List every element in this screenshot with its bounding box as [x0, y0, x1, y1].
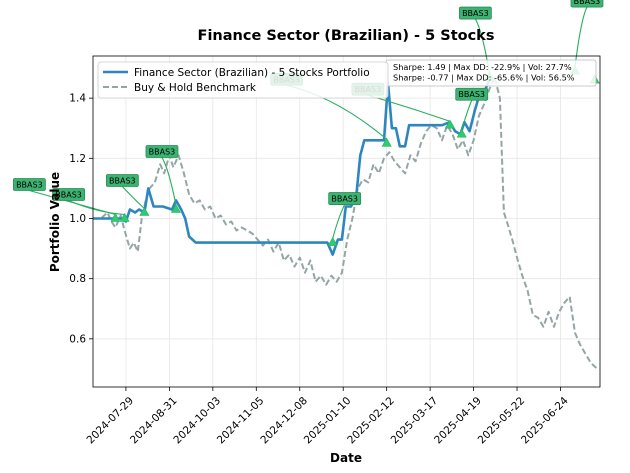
signal-callout-label: BBAS3: [462, 9, 489, 18]
signal-callout-box: [458, 6, 492, 20]
signal-triangle-marker: [456, 128, 467, 138]
signal-callout-arrow: [161, 157, 177, 206]
signal-callout-box: [145, 145, 179, 158]
legend-frame: [97, 61, 389, 99]
x-axis-label: Date: [330, 451, 362, 465]
legend-label-benchmark: Buy & Hold Benchmark: [134, 82, 257, 94]
plot-frame: [92, 55, 601, 388]
signal-triangle-marker: [110, 212, 121, 222]
signal-callout-label: BBAS3: [16, 180, 43, 189]
legend-label-portfolio: Finance Sector (Brazilian) - 5 Stocks Po…: [134, 67, 370, 79]
stats-box: Sharpe: 1.49 | Max DD: -22.9% | Vol: 27.…: [385, 59, 597, 87]
signal-callout-arrow: [121, 186, 145, 209]
signal-triangle-marker: [170, 203, 181, 213]
signal-triangle-marker: [119, 212, 130, 222]
signal-callout-box: [570, 0, 604, 8]
signal-callout-label: BBAS3: [55, 190, 82, 199]
signal-callout-box: [52, 188, 86, 201]
series-layer: [93, 76, 599, 370]
signal-triangle-marker: [327, 236, 338, 246]
signal-callout-arrow: [367, 94, 451, 122]
axis-ticks: 2024-07-292024-08-312024-10-032024-11-05…: [69, 93, 571, 447]
signal-callout-box: [105, 174, 139, 187]
signal-callout-label: BBAS3: [331, 195, 358, 204]
signal-callout-label: BBAS3: [149, 147, 176, 156]
signal-callout-label: BBAS3: [109, 176, 136, 185]
y-tick-label: 1.2: [69, 153, 86, 165]
y-tick-label: 0.8: [69, 273, 86, 285]
legend: Finance Sector (Brazilian) - 5 Stocks Po…: [97, 61, 389, 99]
signal-triangle-marker: [139, 206, 150, 216]
benchmark-series-line: [93, 76, 599, 370]
stats-line: Sharpe: 1.49 | Max DD: -22.9% | Vol: 27.…: [393, 62, 572, 72]
signal-callout-label: BBAS3: [574, 0, 601, 6]
signal-callout-box: [12, 178, 46, 191]
signal-callout-box: [455, 87, 489, 101]
signal-callout-box: [328, 192, 362, 205]
y-tick-label: 0.6: [69, 333, 86, 345]
signal-triangle-marker: [381, 137, 392, 147]
signal-callout-label: BBAS3: [458, 90, 485, 99]
signal-triangle-marker: [444, 119, 455, 129]
y-tick-label: 1.4: [69, 93, 86, 105]
signal-callout-arrow: [332, 204, 346, 239]
signal-callout-arrow: [461, 100, 473, 131]
chart-title: Finance Sector (Brazilian) - 5 Stocks: [198, 28, 495, 44]
signal-callout-arrow: [68, 199, 125, 216]
stats-line: Sharpe: -0.77 | Max DD: -65.6% | Vol: 56…: [393, 73, 575, 83]
x-tick-label: 2025-06-24: [519, 395, 571, 447]
y-tick-label: 1.0: [69, 213, 86, 225]
chart-grid: [93, 56, 600, 387]
y-axis-label: Portfolio Value: [48, 172, 62, 272]
signal-callout-arrow: [574, 6, 588, 68]
